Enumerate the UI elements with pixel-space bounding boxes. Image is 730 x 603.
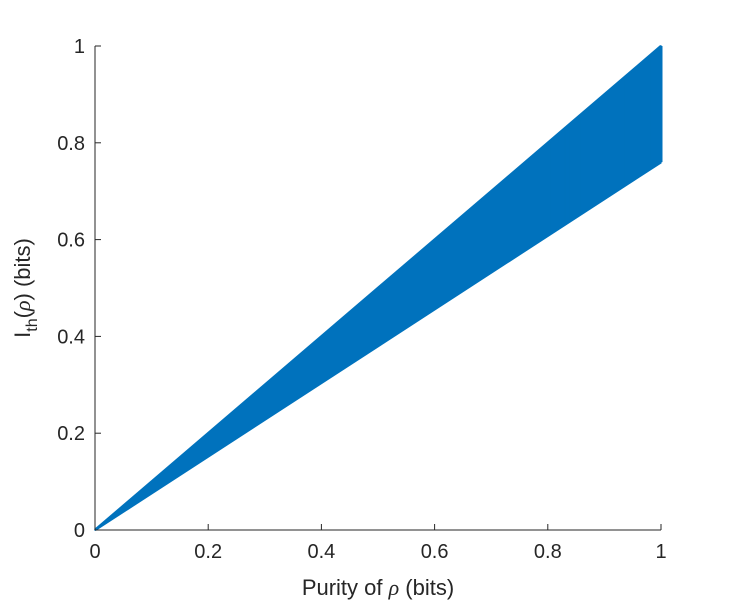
x-tick-labels: 0 0.2 0.4 0.6 0.8 1: [89, 541, 666, 563]
y-tick-labels: 0 0.2 0.4 0.6 0.8 1: [57, 36, 85, 542]
x-tick-label: 0.8: [534, 541, 562, 563]
y-tick-label: 0.4: [57, 326, 85, 348]
x-tick-label: 1: [655, 541, 666, 563]
data-series: [94, 45, 663, 532]
y-tick-label: 1: [74, 36, 85, 58]
axes: [94, 45, 662, 531]
x-tick-label: 0.4: [307, 541, 335, 563]
x-tick-label: 0: [89, 541, 100, 563]
y-tick-label: 0.8: [57, 133, 85, 155]
x-tick-label: 0.2: [194, 541, 222, 563]
y-tick-label: 0: [74, 520, 85, 542]
y-tick-label: 0.6: [57, 230, 85, 252]
y-axis-label: Ith(ρ) (bits): [10, 238, 41, 338]
x-axis-label: Purity of ρ (bits): [302, 575, 454, 600]
upper-envelope-line: [94, 45, 662, 531]
x-tick-label: 0.6: [421, 541, 449, 563]
lower-envelope-line: [94, 161, 662, 532]
y-tick-label: 0.2: [57, 423, 85, 445]
